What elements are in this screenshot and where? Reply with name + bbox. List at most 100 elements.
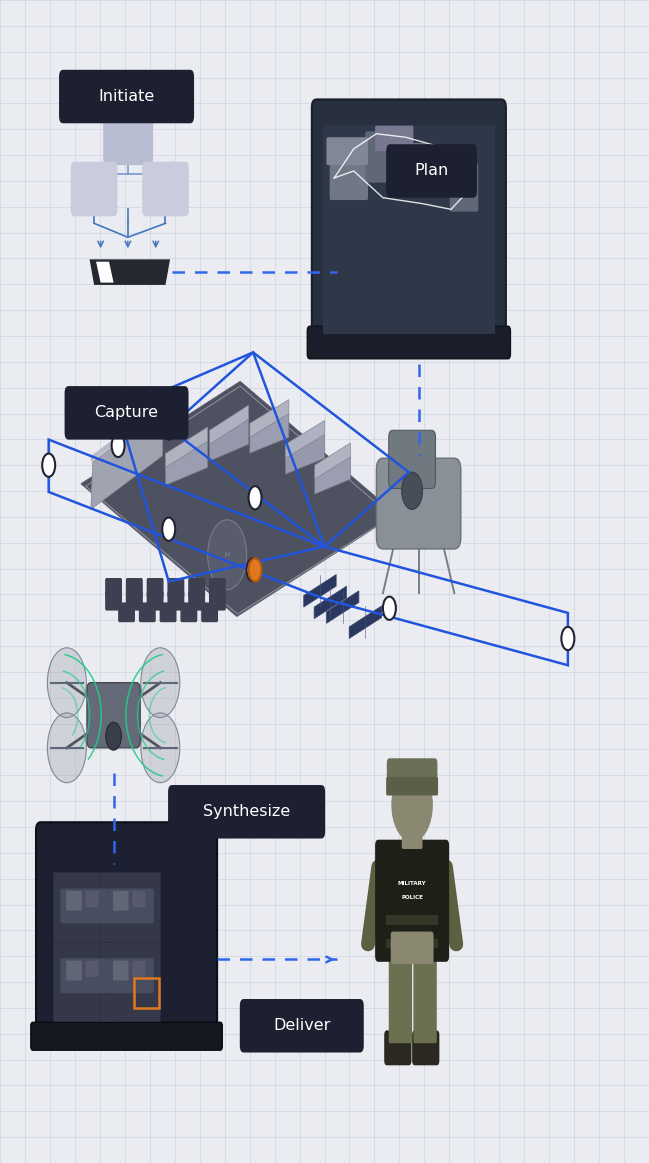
FancyBboxPatch shape [168, 785, 325, 839]
FancyBboxPatch shape [113, 961, 129, 980]
FancyBboxPatch shape [387, 758, 437, 793]
Polygon shape [210, 405, 249, 444]
FancyBboxPatch shape [86, 961, 99, 977]
FancyBboxPatch shape [386, 144, 477, 198]
FancyBboxPatch shape [113, 891, 129, 911]
FancyBboxPatch shape [139, 602, 156, 622]
Text: MILITARY: MILITARY [398, 882, 426, 886]
FancyBboxPatch shape [375, 126, 413, 151]
FancyBboxPatch shape [66, 891, 82, 911]
Text: Plan: Plan [415, 164, 448, 178]
FancyBboxPatch shape [107, 958, 154, 993]
Polygon shape [286, 421, 324, 458]
FancyBboxPatch shape [147, 578, 164, 598]
FancyBboxPatch shape [59, 70, 194, 123]
Circle shape [383, 597, 396, 620]
Circle shape [141, 648, 180, 718]
FancyBboxPatch shape [375, 840, 449, 962]
Circle shape [47, 648, 86, 718]
Polygon shape [210, 419, 249, 461]
Polygon shape [315, 457, 350, 494]
FancyBboxPatch shape [126, 591, 143, 611]
Polygon shape [165, 427, 208, 468]
FancyBboxPatch shape [132, 961, 145, 977]
Polygon shape [91, 456, 93, 509]
FancyBboxPatch shape [60, 889, 107, 923]
Polygon shape [304, 575, 336, 607]
Polygon shape [314, 586, 347, 619]
FancyBboxPatch shape [326, 137, 368, 165]
Circle shape [141, 713, 180, 783]
Text: Synthesize: Synthesize [203, 805, 290, 819]
Text: H: H [225, 551, 230, 558]
FancyBboxPatch shape [424, 155, 456, 194]
Text: Deliver: Deliver [273, 1019, 330, 1033]
Polygon shape [91, 409, 164, 509]
FancyBboxPatch shape [126, 578, 143, 598]
FancyBboxPatch shape [87, 683, 140, 748]
Polygon shape [250, 400, 289, 437]
Polygon shape [286, 435, 324, 475]
FancyBboxPatch shape [180, 602, 197, 622]
Circle shape [249, 486, 262, 509]
Circle shape [561, 627, 574, 650]
Polygon shape [96, 262, 114, 283]
FancyBboxPatch shape [386, 777, 438, 795]
Circle shape [47, 713, 86, 783]
FancyBboxPatch shape [86, 891, 99, 907]
FancyBboxPatch shape [386, 939, 438, 948]
FancyBboxPatch shape [100, 872, 160, 951]
FancyBboxPatch shape [323, 126, 495, 335]
FancyBboxPatch shape [412, 1030, 439, 1065]
FancyBboxPatch shape [105, 578, 122, 598]
Polygon shape [165, 441, 208, 485]
FancyBboxPatch shape [398, 143, 426, 188]
Text: Capture: Capture [95, 406, 158, 420]
Polygon shape [349, 606, 382, 638]
FancyBboxPatch shape [384, 1030, 411, 1065]
FancyBboxPatch shape [118, 602, 135, 622]
FancyBboxPatch shape [100, 942, 160, 1021]
Circle shape [162, 416, 175, 440]
FancyBboxPatch shape [209, 578, 226, 598]
Circle shape [106, 722, 121, 750]
FancyBboxPatch shape [389, 955, 412, 1043]
Circle shape [42, 454, 55, 477]
FancyBboxPatch shape [160, 602, 177, 622]
Circle shape [249, 558, 262, 582]
FancyBboxPatch shape [107, 889, 154, 923]
FancyBboxPatch shape [402, 823, 422, 849]
Polygon shape [250, 414, 289, 454]
FancyBboxPatch shape [413, 955, 437, 1043]
Polygon shape [81, 381, 396, 616]
Circle shape [391, 768, 433, 842]
FancyBboxPatch shape [312, 100, 506, 355]
Text: Initiate: Initiate [99, 90, 154, 104]
FancyBboxPatch shape [188, 578, 205, 598]
FancyBboxPatch shape [66, 961, 82, 980]
Circle shape [112, 434, 125, 457]
FancyBboxPatch shape [209, 591, 226, 611]
Text: POLICE: POLICE [401, 896, 423, 900]
FancyBboxPatch shape [132, 891, 145, 907]
FancyBboxPatch shape [147, 591, 164, 611]
FancyBboxPatch shape [365, 131, 400, 183]
FancyBboxPatch shape [308, 327, 510, 359]
FancyBboxPatch shape [188, 591, 205, 611]
Polygon shape [91, 402, 164, 462]
FancyBboxPatch shape [389, 430, 435, 488]
FancyBboxPatch shape [103, 105, 153, 165]
Circle shape [208, 520, 247, 590]
Circle shape [162, 518, 175, 541]
FancyBboxPatch shape [53, 942, 113, 1021]
Polygon shape [326, 591, 359, 623]
FancyBboxPatch shape [391, 932, 434, 964]
FancyBboxPatch shape [167, 578, 184, 598]
FancyBboxPatch shape [65, 386, 188, 440]
FancyBboxPatch shape [36, 822, 217, 1046]
FancyBboxPatch shape [386, 915, 438, 925]
FancyBboxPatch shape [142, 162, 189, 216]
Polygon shape [90, 259, 170, 285]
FancyBboxPatch shape [201, 602, 218, 622]
FancyBboxPatch shape [71, 162, 117, 216]
